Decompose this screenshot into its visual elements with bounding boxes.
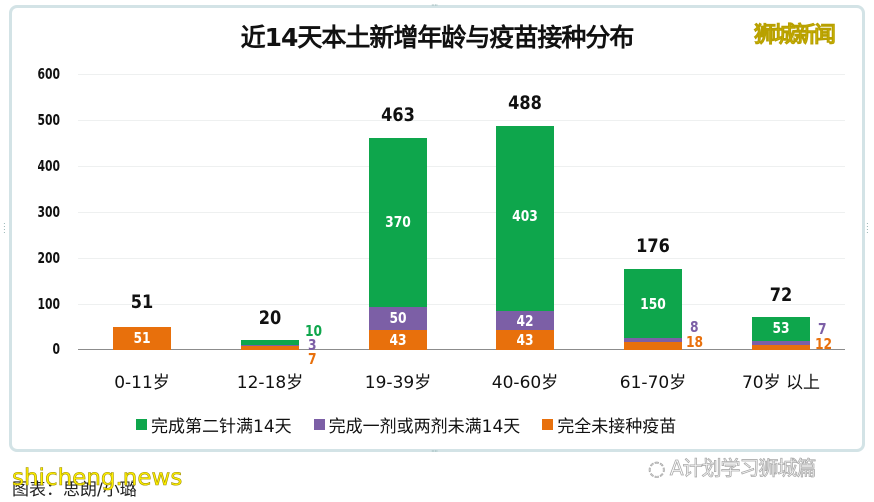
y-tick: 0 [52, 340, 60, 358]
wechat-account-name: A计划学习狮城篇 [669, 456, 816, 481]
side-label-partial: 8 [690, 318, 699, 336]
segment-unvaccinated [752, 345, 810, 350]
x-axis-line [78, 349, 845, 350]
gridline [78, 212, 845, 213]
segment-label: 50 [389, 309, 407, 327]
resize-handle-left[interactable]: :: [3, 220, 6, 235]
y-tick: 500 [37, 111, 60, 129]
side-label-unvax: 7 [308, 350, 317, 368]
bar-12-18[interactable] [241, 340, 299, 350]
segment-fully-vaccinated: 370 [369, 138, 427, 307]
x-category-label: 12-18岁 [236, 373, 304, 393]
gridline [78, 258, 845, 259]
segment-fully-vaccinated [241, 340, 299, 345]
bar-total: 176 [636, 235, 670, 257]
plot-area: 600 500 400 300 200 100 0 51 51 20 10 3 … [37, 65, 845, 368]
segment-label: 43 [516, 331, 534, 349]
chart-legend: 完成第二针满14天 完成一剂或两剂未满14天 完全未接种疫苗 [136, 412, 676, 437]
side-label-partial: 3 [308, 336, 317, 354]
side-label-unvax: 12 [815, 335, 833, 353]
resize-handle-bottom[interactable]: ···· [431, 447, 438, 456]
segment-partial [752, 341, 810, 345]
gridline [78, 304, 845, 305]
segment-unvaccinated [241, 346, 299, 350]
segment-fully-vaccinated: 53 [752, 317, 810, 341]
chart-frame [9, 5, 865, 452]
resize-handle-top[interactable]: ···· [431, 1, 438, 10]
side-label-partial: 7 [818, 320, 827, 338]
legend-swatch-icon [313, 419, 325, 430]
segment-label: 403 [512, 207, 538, 225]
bar-70-plus[interactable]: 53 [752, 317, 810, 350]
y-tick: 300 [37, 203, 60, 221]
segment-label: 370 [385, 213, 411, 231]
gridline [78, 120, 845, 121]
legend-label: 完成一剂或两剂未满14天 [328, 417, 521, 437]
legend-label: 完全未接种疫苗 [557, 417, 677, 437]
segment-fully-vaccinated: 403 [496, 126, 554, 311]
chart-credit: 图表：思朗/小璐 [12, 480, 137, 500]
gridline [78, 74, 845, 75]
x-category-label: 0-11岁 [114, 373, 170, 393]
segment-label: 42 [516, 312, 534, 330]
y-tick: 200 [37, 249, 60, 267]
segment-unvaccinated [624, 342, 682, 350]
legend-item-unvaccinated[interactable]: 完全未接种疫苗 [542, 412, 676, 437]
bar-40-60[interactable]: 43 42 403 [496, 126, 554, 350]
bar-total: 488 [508, 92, 542, 114]
bar-19-39[interactable]: 43 50 370 [369, 138, 427, 350]
resize-handle-right[interactable]: :: [866, 220, 869, 235]
bar-total: 51 [130, 291, 154, 313]
segment-partial: 42 [496, 311, 554, 330]
side-label-full: 10 [305, 322, 323, 340]
wechat-watermark: ◌ A计划学习狮城篇 [648, 452, 817, 481]
bar-61-70[interactable]: 150 [624, 269, 682, 350]
x-category-label: 70岁 以上 [741, 373, 821, 393]
legend-label: 完成第二针满14天 [151, 417, 292, 437]
segment-label: 51 [133, 329, 151, 347]
x-category-label: 61-70岁 [619, 373, 687, 393]
segment-label: 43 [389, 331, 407, 349]
y-tick: 600 [37, 65, 60, 83]
legend-item-partial[interactable]: 完成一剂或两剂未满14天 [313, 412, 521, 437]
y-tick: 100 [37, 295, 60, 313]
x-category-label: 19-39岁 [364, 373, 432, 393]
side-label-unvax: 18 [686, 333, 704, 351]
bar-total: 20 [258, 307, 282, 329]
chart-title: 近14天本土新增年龄与疫苗接种分布 [240, 23, 635, 52]
segment-partial: 50 [369, 307, 427, 330]
segment-fully-vaccinated: 150 [624, 269, 682, 338]
legend-swatch-icon [542, 419, 554, 430]
site-watermark: shicheng.news [12, 465, 183, 492]
brand-watermark: 狮城新闻 [754, 23, 837, 49]
bar-0-11[interactable]: 51 [113, 327, 171, 350]
y-tick: 400 [37, 157, 60, 175]
legend-item-fully-vaccinated[interactable]: 完成第二针满14天 [136, 412, 292, 437]
bar-total: 72 [769, 284, 793, 306]
wechat-icon: ◌ [648, 456, 666, 481]
segment-unvaccinated: 43 [496, 330, 554, 350]
segment-partial [241, 345, 299, 346]
segment-label: 150 [640, 295, 666, 313]
bar-total: 463 [381, 104, 415, 126]
x-category-label: 40-60岁 [491, 373, 559, 393]
gridline [78, 166, 845, 167]
segment-label: 53 [772, 319, 790, 337]
segment-unvaccinated: 51 [113, 327, 171, 350]
segment-partial [624, 338, 682, 342]
legend-swatch-icon [136, 419, 147, 430]
segment-unvaccinated: 43 [369, 330, 427, 350]
